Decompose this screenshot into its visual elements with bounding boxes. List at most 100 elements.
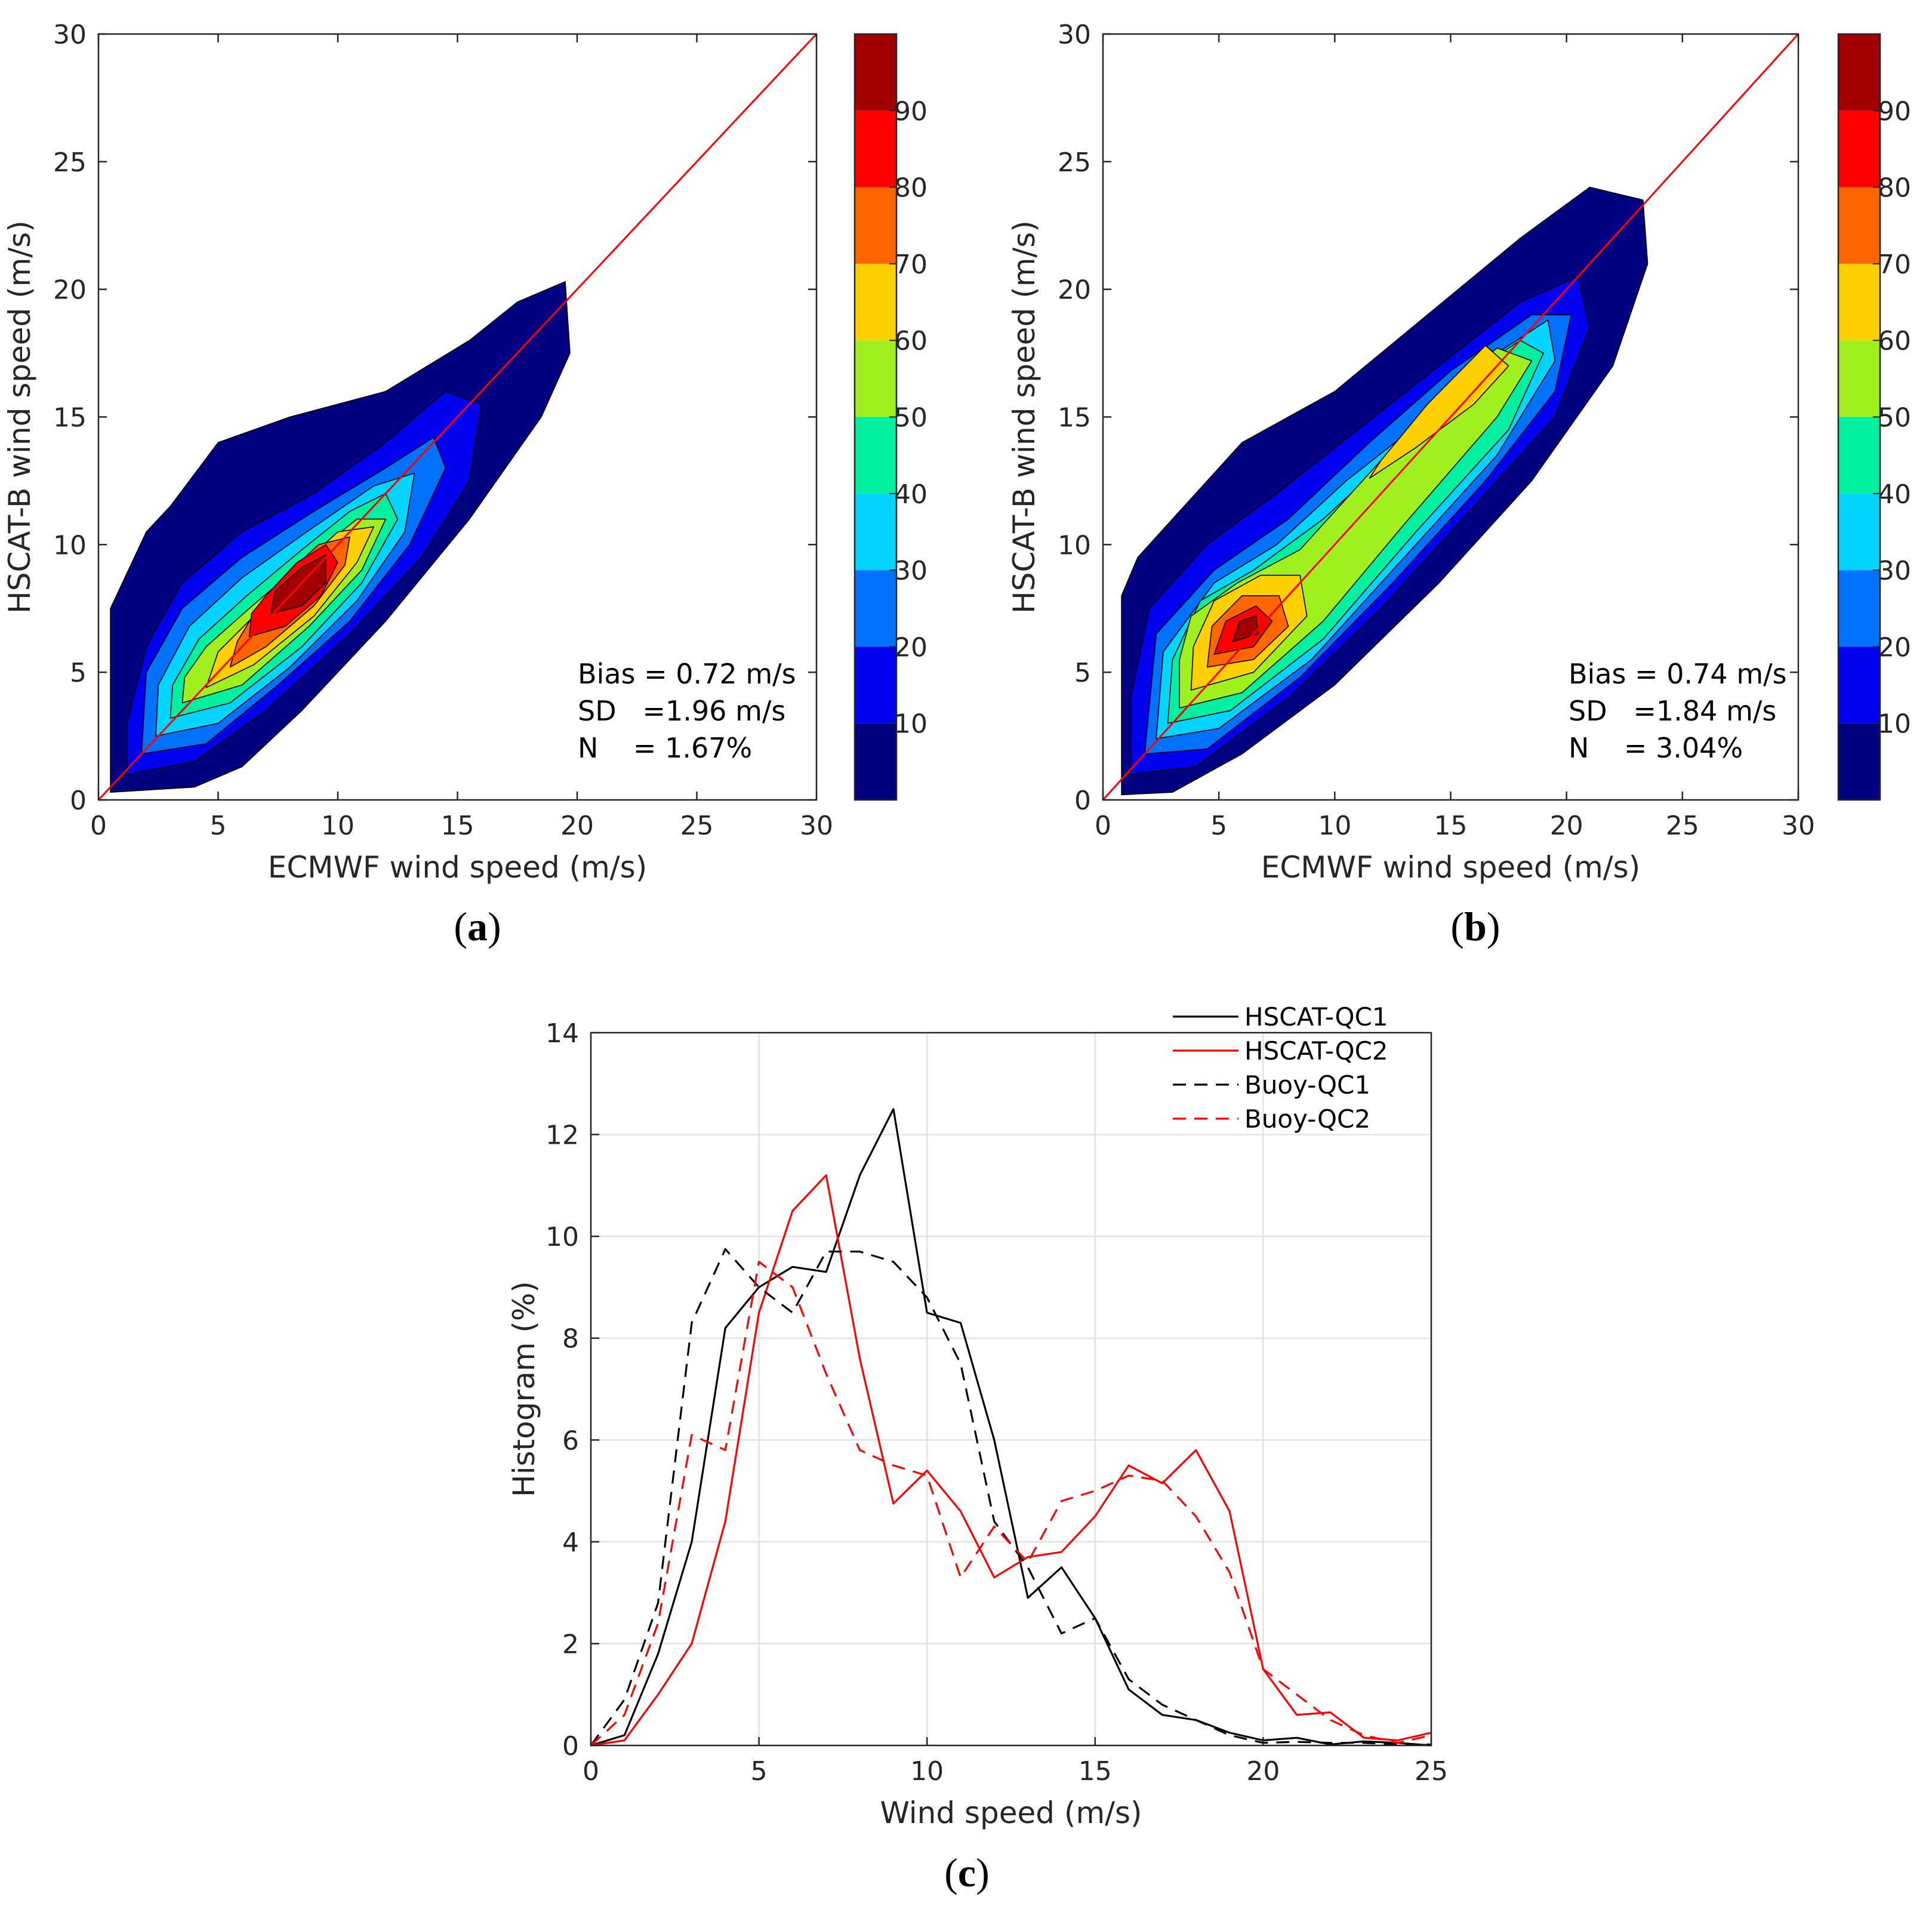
panel-c-x-axis-label: Wind speed (m/s) <box>880 1796 1142 1830</box>
colorbar-segment <box>1838 340 1880 417</box>
colorbar-tick-label: 40 <box>1878 479 1911 510</box>
panel-a-ticks: 0 5 10 15 20 25 30 0 5 10 15 20 25 30 <box>53 20 833 841</box>
x-tick-label: 20 <box>560 811 594 841</box>
y-tick-label: 20 <box>1058 275 1091 306</box>
x-tick-label: 15 <box>1079 1756 1112 1787</box>
panel-b-colorbar: 10 20 30 40 50 60 70 80 90 <box>1837 33 1911 801</box>
panel-a-sd-annotation: SD =1.96 m/s <box>578 695 785 727</box>
colorbar-segment <box>855 263 896 341</box>
panel-c-axes-box <box>590 1032 1432 1747</box>
series-line-buoy-qc2 <box>590 1261 1432 1747</box>
y-tick-label: 15 <box>53 403 87 433</box>
panel-a-one-to-one-line <box>97 33 818 801</box>
colorbar-segment <box>1838 187 1880 264</box>
panel-c-grid <box>590 1032 1432 1746</box>
series-line-hscat-qc2 <box>590 1174 1432 1747</box>
x-tick-label: 10 <box>321 811 355 841</box>
colorbar-tick-label: 70 <box>894 250 928 280</box>
colorbar-segment <box>855 493 896 571</box>
y-tick-label: 12 <box>546 1120 579 1151</box>
colorbar-tick-label: 80 <box>1878 173 1911 204</box>
y-tick-label: 4 <box>562 1528 579 1558</box>
colorbar-tick-label: 10 <box>894 709 928 740</box>
y-tick-label: 5 <box>1074 658 1091 688</box>
colorbar-segment <box>855 110 896 187</box>
colorbar-segment <box>1838 417 1880 494</box>
density-contour-level-9 <box>270 554 326 614</box>
y-tick-label: 20 <box>53 275 87 306</box>
colorbar-tick-label: 50 <box>894 403 928 433</box>
x-tick-label: 25 <box>680 811 714 841</box>
x-tick-label: 20 <box>1550 811 1583 841</box>
colorbar-tick-label: 60 <box>894 326 928 356</box>
colorbar-segment <box>855 723 896 800</box>
y-tick-label: 8 <box>562 1324 579 1354</box>
legend-label: Buoy-QC1 <box>1244 1070 1370 1100</box>
colorbar-segment <box>855 340 896 417</box>
colorbar-tick-label: 80 <box>894 173 928 204</box>
x-tick-label: 0 <box>90 811 107 841</box>
x-tick-label: 10 <box>1318 811 1351 841</box>
x-tick-label: 15 <box>441 811 474 841</box>
panel-b-ticks: 0 5 10 15 20 25 30 0 5 10 15 20 25 30 <box>1058 20 1815 841</box>
colorbar-segment <box>1838 570 1880 647</box>
panel-c-legend: HSCAT-QC1 HSCAT-QC2 Buoy-QC1 Buoy-QC2 <box>1173 1002 1388 1134</box>
panel-a-contour-plot: 0 5 10 15 20 25 30 0 5 10 15 20 25 30 ECMWF wind spee… <box>2 20 928 949</box>
colorbar-segment <box>1838 110 1880 187</box>
x-tick-label: 5 <box>210 811 227 841</box>
panel-b-bias-annotation: Bias = 0.74 m/s <box>1569 658 1787 690</box>
y-tick-label: 10 <box>1058 530 1091 561</box>
panel-a-n-annotation: N = 1.67% <box>578 732 752 764</box>
x-tick-label: 25 <box>1415 1756 1448 1787</box>
colorbar-tick-label: 20 <box>1878 632 1911 663</box>
legend-label: HSCAT-QC1 <box>1244 1002 1388 1032</box>
colorbar-tick-label: 30 <box>894 556 928 586</box>
y-tick-label: 0 <box>1074 786 1091 816</box>
x-tick-label: 30 <box>1782 811 1815 841</box>
panel-c-y-axis-label: Histogram (%) <box>507 1281 541 1497</box>
series-line-hscat-qc1 <box>590 1108 1432 1747</box>
colorbar-tick-label: 30 <box>1878 556 1911 586</box>
panel-c-label: (c) <box>944 1850 990 1895</box>
x-tick-label: 15 <box>1434 811 1468 841</box>
colorbar-segment <box>1838 646 1880 723</box>
y-tick-label: 25 <box>1058 147 1091 178</box>
panel-b-n-annotation: N = 3.04% <box>1569 732 1743 764</box>
panel-a-y-axis-label: HSCAT-B wind speed (m/s) <box>2 220 37 614</box>
colorbar-tick-label: 90 <box>894 96 928 127</box>
x-tick-label: 0 <box>1095 811 1111 841</box>
y-tick-label: 10 <box>53 530 87 561</box>
x-tick-label: 5 <box>1210 811 1227 841</box>
panel-a-x-axis-label: ECMWF wind speed (m/s) <box>268 850 647 885</box>
panel-a-colorbar: 10 20 30 40 50 60 70 80 90 <box>853 33 928 801</box>
colorbar-tick-label: 70 <box>1878 250 1911 280</box>
colorbar-tick-label: 20 <box>894 632 928 663</box>
panel-a-density-regions <box>110 281 571 793</box>
y-tick-label: 5 <box>70 658 87 688</box>
panel-c-ticks: 0 5 10 15 20 25 0 2 4 6 8 10 12 14 <box>546 1018 1448 1787</box>
panel-b-y-axis-label: HSCAT-B wind speed (m/s) <box>1007 220 1042 614</box>
colorbar-segment <box>1838 723 1880 800</box>
panel-c-line-chart: 0 5 10 15 20 25 0 2 4 6 8 10 12 14 Wind speed (m/s) H… <box>507 1002 1448 1895</box>
y-tick-label: 0 <box>70 786 87 816</box>
y-tick-label: 6 <box>562 1425 579 1456</box>
panel-b-x-axis-label: ECMWF wind speed (m/s) <box>1261 850 1640 885</box>
y-tick-label: 25 <box>53 147 87 178</box>
panel-a-label: (a) <box>454 904 501 949</box>
y-tick-label: 30 <box>53 20 87 50</box>
y-tick-label: 30 <box>1058 20 1091 50</box>
density-contour-level-6 <box>1369 344 1509 479</box>
colorbar-tick-label: 40 <box>894 479 928 510</box>
colorbar-segment <box>1838 493 1880 571</box>
colorbar-segment <box>855 646 896 723</box>
colorbar-tick-label: 60 <box>1878 326 1911 356</box>
legend-label: HSCAT-QC2 <box>1244 1036 1388 1066</box>
y-tick-label: 15 <box>1058 403 1091 433</box>
panel-b-label: (b) <box>1450 904 1500 949</box>
colorbar-segment <box>1838 263 1880 341</box>
colorbar-segment <box>1838 34 1880 111</box>
colorbar-segment <box>855 187 896 264</box>
x-tick-label: 5 <box>751 1756 768 1787</box>
x-tick-label: 20 <box>1246 1756 1280 1787</box>
